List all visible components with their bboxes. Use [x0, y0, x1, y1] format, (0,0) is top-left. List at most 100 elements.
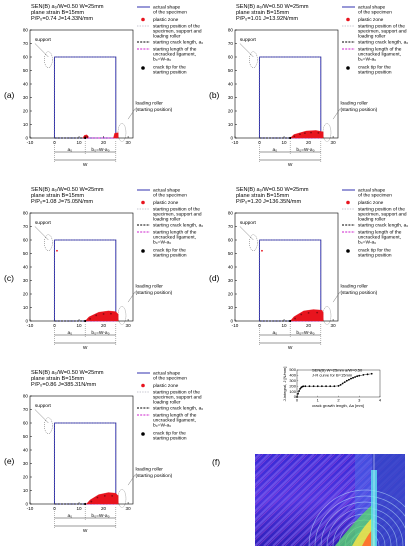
jr-x-tick-label: 1: [317, 398, 320, 403]
y-tick-label: 80: [228, 28, 234, 33]
plastic-zone-mark: [110, 312, 112, 315]
legend-text: actual shape: [358, 5, 386, 11]
jr-data-point: [366, 373, 369, 376]
legend-text: starting position of the: [153, 24, 200, 30]
x-tick-label: 30: [126, 323, 132, 328]
jr-xlabel: crack growth length, Δa [mm]: [312, 403, 364, 408]
legend-swatch-tip: [141, 432, 145, 436]
legend-text: starting position: [358, 70, 392, 76]
axes-frame: [29, 395, 134, 505]
jr-data-point: [343, 381, 346, 384]
dim-W-label: W: [83, 162, 88, 168]
y-tick-label: 80: [23, 28, 29, 33]
plastic-zone-mark: [89, 317, 91, 320]
fringe-band: [255, 454, 333, 531]
legend-swatch-tip: [141, 66, 145, 70]
panel-header-line1: SEN(B) a₀/W=0.50 W=25mm: [31, 370, 104, 376]
x-tick-label: 10: [76, 506, 82, 511]
plastic-zone: [84, 310, 119, 322]
jr-x-tick-label: 0: [296, 398, 299, 403]
x-tick-label: 0: [258, 140, 261, 145]
fringe-band: [255, 454, 351, 546]
legend-text: loading roller: [358, 217, 386, 223]
support-circle: [44, 417, 53, 434]
dim-a0-label: a₀: [68, 148, 73, 153]
legend-text: plastic zone: [153, 200, 179, 206]
plastic-zone: [289, 309, 324, 322]
roller-label: loading roller: [135, 283, 163, 289]
legend-text: actual shape: [153, 371, 181, 377]
support-circle: [249, 51, 258, 68]
dim-a0-label: a₀: [273, 331, 278, 336]
jr-data-point: [337, 385, 340, 387]
roller-label-2: (starting position): [135, 473, 172, 479]
roller-label-2: (starting position): [135, 290, 172, 296]
legend-text: b₀=W-a₀: [153, 423, 171, 429]
panel-label: (b): [209, 90, 220, 100]
jr-data-point: [298, 390, 300, 392]
y-tick-label: 30: [23, 278, 29, 283]
y-tick-label: 30: [23, 461, 29, 466]
legend-text: loading roller: [153, 217, 181, 223]
x-tick-label: 10: [76, 140, 82, 145]
y-tick-label: 50: [23, 251, 29, 256]
y-tick-label: 50: [228, 68, 234, 73]
x-tick-label: -10: [27, 323, 34, 328]
support-leader: [34, 226, 49, 241]
plastic-zone: [289, 130, 324, 139]
legend-swatch-plastic: [141, 383, 145, 388]
specimen-outline: [54, 239, 117, 322]
x-tick-label: 20: [101, 506, 107, 511]
legend-text: starting length of the: [358, 230, 402, 236]
legend-text: crack tip for the: [358, 65, 391, 71]
y-tick-label: 60: [23, 421, 29, 426]
specimen-start-outline: [258, 56, 322, 139]
panel-header-line1: SEN(B) a₀/W=0.50 W=25mm: [31, 4, 104, 10]
roller-circle: [322, 123, 332, 142]
panel-label: (e): [4, 456, 15, 466]
legend-text: starting position: [153, 70, 187, 76]
panel-f: (f) SEN(B) W=25mm a/W=0.50J-R curve for B…: [159, 367, 405, 546]
legend-text: of the specimen: [153, 10, 187, 16]
dim-W-label: W: [288, 345, 293, 351]
y-tick-label: 40: [228, 82, 234, 87]
plastic-zone-mark: [294, 317, 296, 320]
jr-data-point: [321, 385, 323, 388]
fringe-band: [255, 454, 309, 506]
legend-text: loading roller: [358, 34, 386, 40]
y-tick-label: 30: [228, 278, 234, 283]
crack-tip-marker: [289, 136, 292, 140]
fringe-band: [255, 454, 342, 539]
jr-data-point: [296, 396, 298, 398]
y-tick-label: 40: [23, 82, 29, 87]
jr-data-point: [356, 375, 359, 378]
dim-b0-label: b₀=W-a₀: [296, 330, 314, 336]
y-tick-label: 50: [23, 68, 29, 73]
y-tick-label: 10: [23, 122, 29, 127]
dim-b0-label: b₀=W-a₀: [91, 330, 109, 336]
plastic-zone-mark: [316, 311, 319, 314]
jr-data-point: [370, 372, 373, 375]
legend-text: starting length of the: [153, 413, 197, 419]
jr-y-tick-label: 300: [289, 378, 296, 383]
legend-text: b₀=W-a₀: [153, 240, 171, 246]
x-tick-label: 20: [306, 323, 312, 328]
jr-data-point: [329, 385, 332, 388]
jr-y-tick-label: 500: [289, 367, 296, 372]
x-tick-label: 20: [306, 140, 312, 145]
plastic-zone-mark: [102, 313, 105, 315]
y-tick-label: 80: [228, 211, 234, 216]
legend-text: plastic zone: [358, 200, 384, 206]
roller-label-2: (starting position): [135, 107, 172, 113]
fringe-band: [255, 454, 315, 513]
y-tick-label: 50: [23, 434, 29, 439]
y-tick-label: 70: [23, 224, 29, 229]
legend-text: specimen, support and: [153, 29, 202, 35]
support-leader: [239, 43, 254, 58]
legend-text: of the specimen: [358, 10, 392, 16]
y-tick-label: 0: [230, 319, 233, 324]
fringe-band: [159, 454, 254, 546]
x-tick-label: 20: [101, 140, 107, 145]
